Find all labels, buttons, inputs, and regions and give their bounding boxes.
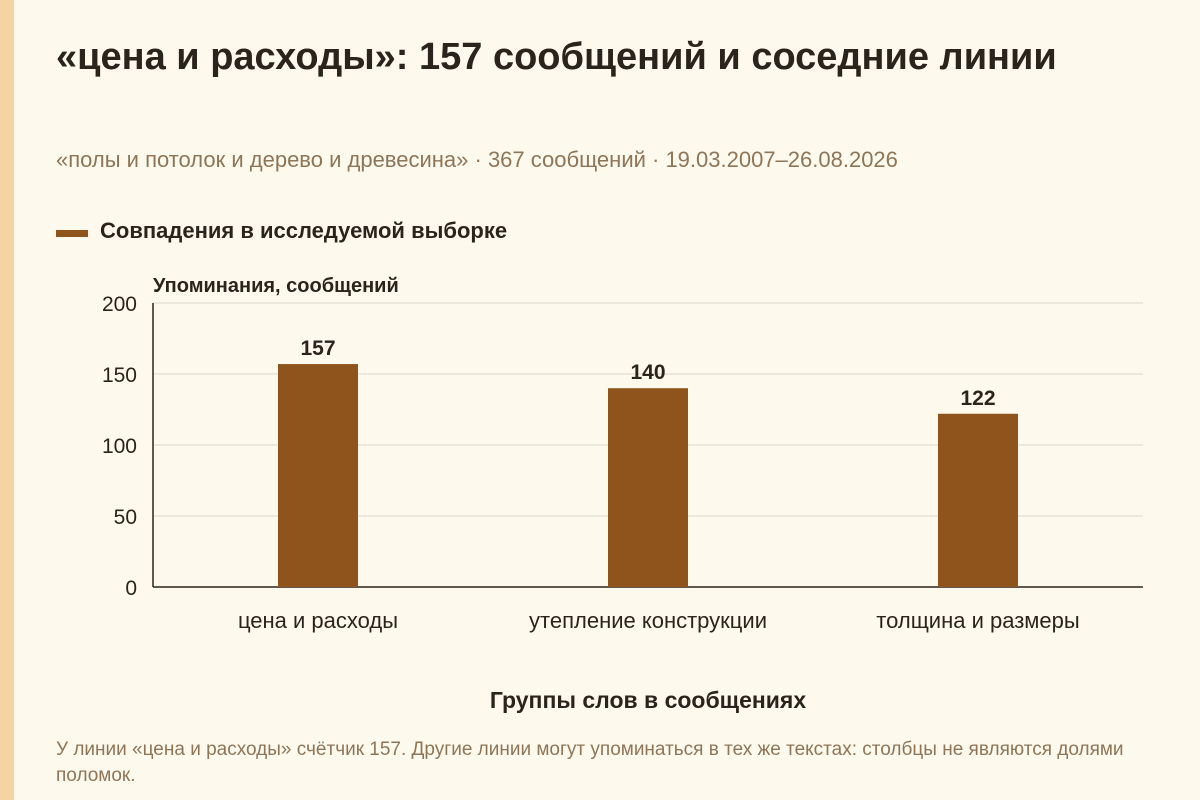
- legend: Совпадения в исследуемой выборке: [56, 218, 507, 244]
- bar-value-label: 122: [960, 387, 995, 410]
- x-tick-label: утепление конструкции: [529, 608, 767, 633]
- bar: [278, 364, 358, 587]
- legend-swatch: [56, 229, 88, 237]
- chart-title: «цена и расходы»: 157 сообщений и соседн…: [56, 36, 1057, 78]
- bar: [938, 413, 1018, 587]
- accent-strip: [0, 0, 14, 800]
- footnote: У линии «цена и расходы» счётчик 157. Др…: [56, 739, 1124, 786]
- bar-value-label: 157: [300, 337, 335, 360]
- y-tick-label: 200: [102, 293, 137, 316]
- bar: [608, 388, 688, 587]
- y-tick-label: 150: [102, 364, 137, 387]
- x-tick-label: толщина и размеры: [876, 608, 1079, 633]
- y-tick-label: 0: [125, 577, 137, 600]
- x-tick-label: цена и расходы: [238, 608, 398, 633]
- y-axis-label: Упоминания, сообщений: [153, 275, 399, 297]
- x-axis-label: Группы слов в сообщениях: [490, 687, 806, 713]
- bar-value-label: 140: [630, 361, 665, 384]
- legend-label: Совпадения в исследуемой выборке: [100, 218, 508, 243]
- chart-subtitle: «полы и потолок и дерево и древесина» · …: [56, 147, 898, 172]
- y-tick-label: 50: [114, 506, 137, 529]
- y-tick-label: 100: [102, 435, 137, 458]
